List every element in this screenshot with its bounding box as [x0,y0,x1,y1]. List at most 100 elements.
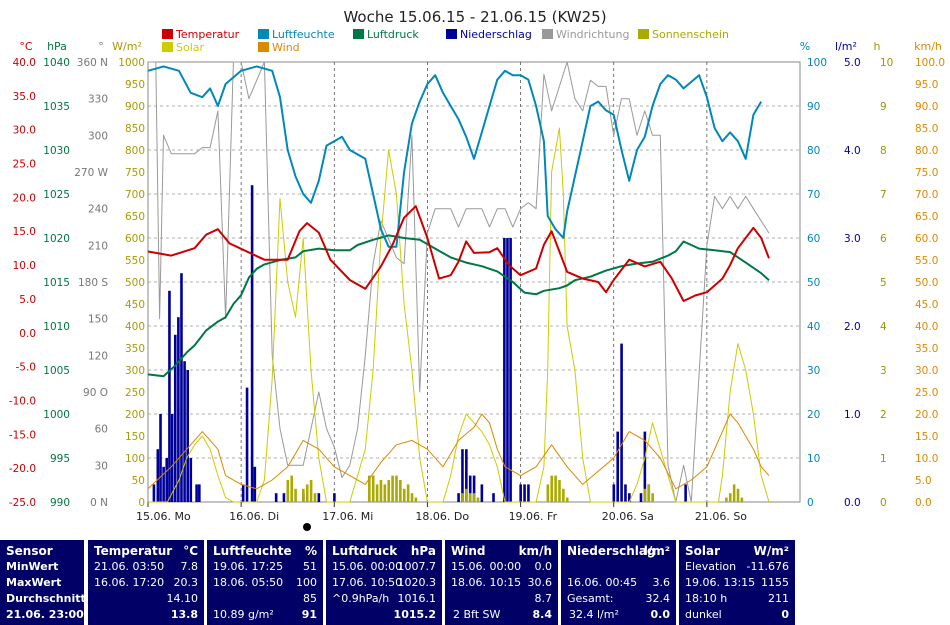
hum-tick-label: 90 [807,101,820,113]
line-series [147,61,770,503]
press-tick-label: 1025 [43,189,70,201]
stats-humidity-panel: Luftfeuchte% 19.06. 17:25 51 18.06. 05:50… [207,540,323,625]
wind-tick-label: 65.0 [915,211,938,223]
chart-title: Woche 15.06.15 - 21.06.15 (KW25) [343,8,606,26]
wind-avg-value: 8.7 [534,592,553,605]
sunshine-bar [375,484,379,502]
dir-tick-label: 60 [95,424,108,436]
wind-max-time: 18.06. 10:15 [451,576,522,589]
sunshine-bar [379,480,383,502]
legend-swatch [162,42,173,52]
rain-bar [159,414,162,502]
wind-tick-label: 45.0 [915,299,938,311]
temp-header: Temperatur [94,544,173,558]
sunshine-bar [728,493,732,502]
press-current-value: 1015.2 [393,608,436,621]
hum-tick-label: 20 [807,409,820,421]
hum-current-value: 91 [301,608,317,621]
legend-label: Wind [272,41,300,54]
rain-sum: 32.4 l/m² [569,608,619,621]
stats-sensor-panel: Sensor MinWert MaxWert Durchschnitt 21.0… [0,540,86,625]
solar-tick-label: 350 [125,343,145,355]
solar-avg-value: 211 [768,592,789,605]
rain-bar [317,493,321,502]
rain-total-label: Gesamt: [567,592,614,605]
sun-tick-label: 9 [880,101,887,113]
rain-bar [612,484,616,502]
rain-bar [519,484,522,502]
sun-tick-label: 6 [880,233,887,245]
dir-tick-label: 120 [88,350,108,362]
wind-tick-label: 90.0 [915,101,938,113]
sunshine-bar [387,480,391,502]
pressure-line [147,234,770,378]
rain-bar [156,449,160,502]
legend-swatch [162,29,173,39]
rain-tick-label: 3.0 [844,233,861,245]
rain-bar [245,387,249,502]
sunshine-bar [399,480,402,502]
bar-series [152,185,744,502]
hum-max-value: 100 [296,576,317,589]
hum-avg-value: 85 [303,592,317,605]
legend-swatch [638,29,649,39]
dir-tick-label: 180 S [78,277,108,289]
sun-tick-label: 7 [880,189,887,201]
current-time-label: 21.06. 23:00 [6,608,84,621]
temp-current-value: 13.8 [170,608,198,621]
solar-tick-label: 900 [125,101,145,113]
rain-max-time: 16.06. 00:45 [567,576,638,589]
solar-tick-label: 200 [125,409,145,421]
wind-max-value: 30.6 [527,576,553,589]
rain-bar [162,466,165,502]
sunshine-bar [465,488,468,502]
solar-tick-label: 700 [125,189,145,201]
rain-bar [177,317,180,502]
legend-swatch [353,29,364,39]
rain-tick-label: 4.0 [844,145,861,157]
legend-label: Solar [176,41,205,54]
stats-pressure-panel: Luftdruck hPa 15.06. 00:00 1007.7 17.06. 1… [326,540,442,625]
wind-tick-label: 40.0 [915,321,938,333]
temp-tick-label: 15.0 [13,226,36,238]
rain-bar [282,493,286,502]
hum-absolute-value: 10.89 g/m² [213,608,274,621]
legend-swatch [258,29,269,39]
sensor-header: Sensor [6,544,53,558]
rain-bar [195,484,198,502]
legend-swatch [446,29,457,39]
rain-bar [468,475,472,502]
hum-min-value: 51 [303,560,317,573]
solar-tick-label: 450 [125,299,145,311]
temp-tick-label: -15.0 [9,429,36,441]
sun-tick-label: 8 [880,145,887,157]
press-tick-label: 1035 [43,101,70,113]
rain-tick-label: 1.0 [844,409,861,421]
legend-label: Windrichtung [556,28,629,41]
sunshine-bar [740,497,744,502]
temp-tick-label: -10.0 [9,395,36,407]
legend-label: Sonnenschein [652,28,729,41]
hum-tick-label: 80 [807,145,820,157]
hum-tick-label: 70 [807,189,820,201]
rain-bar [472,475,476,502]
sunshine-bar [402,488,406,502]
rain-bar [241,484,245,502]
rain-bar [628,493,631,502]
sunshine-bar [651,493,654,502]
wind-tick-label: 100.0 [915,57,945,69]
legend-label: Temperatur [175,28,240,41]
temp-tick-label: -5.0 [16,362,37,374]
rain-bar [189,458,193,502]
press-max-value: 1020.3 [397,576,437,589]
temp-axis-unit: °C [19,40,33,53]
x-tick-label: 21.06. So [695,510,747,523]
min-label: MinWert [6,560,59,573]
stats-temperature-panel: Temperatur °C 21.06. 03:50 7.8 16.06. 17:2… [88,540,204,625]
rain-tick-label: 0.0 [844,497,861,509]
press-tick-label: 1000 [43,409,70,421]
solar-elevation-value: -11.676 [746,560,789,573]
sunshine-bar [725,497,728,502]
x-tick-label: 15.06. Mo [136,510,191,523]
wind-tick-label: 80.0 [915,145,938,157]
